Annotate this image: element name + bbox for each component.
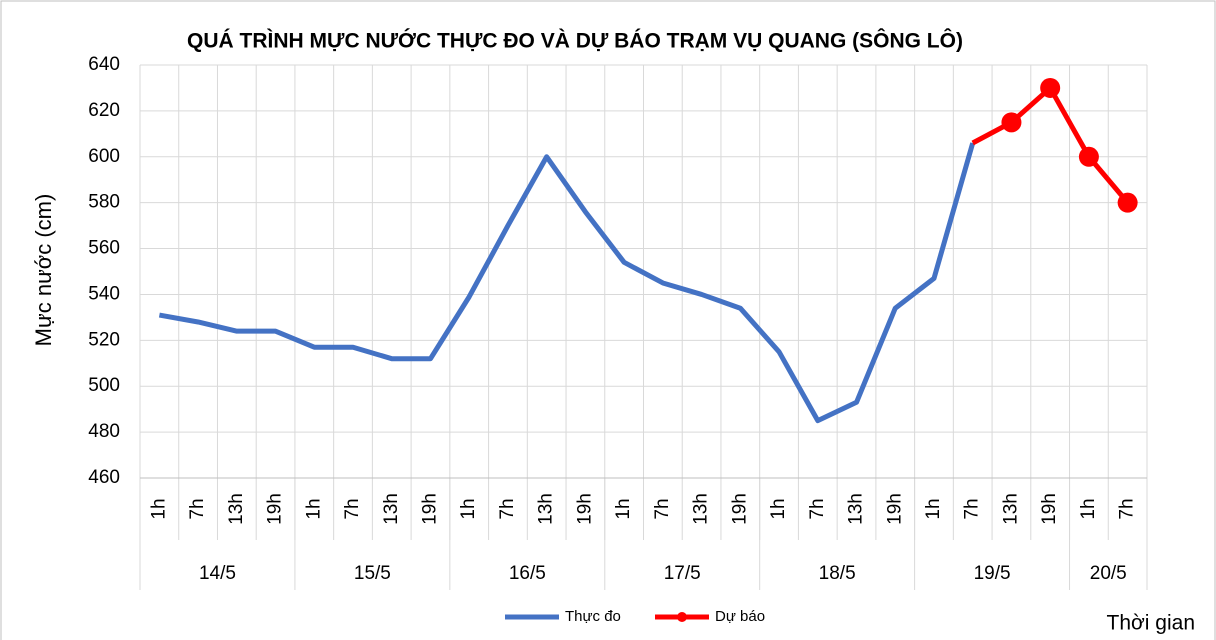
x-tick-label: 13h bbox=[381, 493, 402, 525]
group-label: 20/5 bbox=[1090, 563, 1127, 584]
x-tick-label: 13h bbox=[691, 493, 712, 525]
y-tick-label: 520 bbox=[88, 329, 120, 350]
x-tick-label: 19h bbox=[265, 493, 286, 525]
y-tick-label: 620 bbox=[88, 100, 120, 121]
chart-title: QUÁ TRÌNH MỰC NƯỚC THỰC ĐO VÀ DỰ BÁO TRẠ… bbox=[187, 29, 963, 53]
x-tick-label: 7h bbox=[497, 498, 518, 519]
x-tick-label: 1h bbox=[613, 498, 634, 519]
legend-label: Dự báo bbox=[715, 608, 765, 625]
x-tick-label: 7h bbox=[187, 498, 208, 519]
group-label: 19/5 bbox=[974, 563, 1011, 584]
x-axis-label: Thời gian bbox=[1107, 612, 1195, 635]
x-tick-label: 1h bbox=[768, 498, 789, 519]
x-tick-label: 13h bbox=[536, 493, 557, 525]
y-tick-label: 640 bbox=[88, 54, 120, 75]
x-tick-label: 13h bbox=[846, 493, 867, 525]
x-tick-label: 1h bbox=[923, 498, 944, 519]
point bbox=[1001, 112, 1022, 133]
x-tick-label: 19h bbox=[729, 493, 750, 525]
x-tick-label: 7h bbox=[652, 498, 673, 519]
x-tick-label: 1h bbox=[1078, 498, 1099, 519]
y-axis-label: Mực nước (cm) bbox=[31, 194, 56, 347]
y-tick-label: 500 bbox=[88, 375, 120, 396]
x-tick-label: 7h bbox=[1117, 498, 1138, 519]
x-tick-label: 19h bbox=[574, 493, 595, 525]
x-tick-label: 7h bbox=[342, 498, 363, 519]
y-tick-label: 460 bbox=[88, 467, 120, 488]
point bbox=[1040, 77, 1061, 98]
x-tick-label: 19h bbox=[1039, 493, 1060, 525]
group-label: 15/5 bbox=[354, 563, 391, 584]
y-tick-label: 480 bbox=[88, 421, 120, 442]
x-tick-label: 13h bbox=[1000, 493, 1021, 525]
legend-marker bbox=[677, 612, 687, 622]
group-label: 17/5 bbox=[664, 563, 701, 584]
group-label: 18/5 bbox=[819, 563, 856, 584]
y-tick-label: 560 bbox=[88, 238, 120, 259]
x-tick-label: 19h bbox=[419, 493, 440, 525]
group-label: 14/5 bbox=[199, 563, 236, 584]
y-tick-label: 540 bbox=[88, 283, 120, 304]
x-tick-label: 13h bbox=[226, 493, 247, 525]
x-tick-label: 1h bbox=[303, 498, 324, 519]
legend-label: Thực đo bbox=[565, 608, 621, 625]
group-label: 16/5 bbox=[509, 563, 546, 584]
point bbox=[1117, 192, 1138, 213]
x-tick-label: 1h bbox=[458, 498, 479, 519]
y-tick-label: 580 bbox=[88, 192, 120, 213]
x-tick-label: 1h bbox=[148, 498, 169, 519]
x-tick-label: 7h bbox=[962, 498, 983, 519]
y-tick-label: 600 bbox=[88, 146, 120, 167]
x-tick-label: 19h bbox=[884, 493, 905, 525]
point bbox=[1078, 146, 1099, 167]
x-tick-label: 7h bbox=[807, 498, 828, 519]
line-series bbox=[158, 142, 976, 424]
